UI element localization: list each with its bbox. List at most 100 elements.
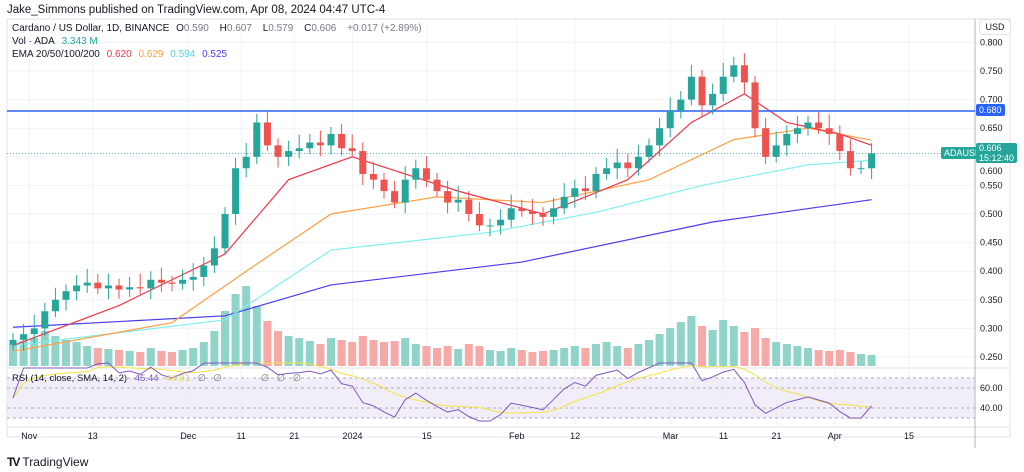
candle-body [571,188,579,197]
rsi-label: RSI (14, close, SMA, 14, 2) [12,373,128,384]
tradingview-logo[interactable]: TV TradingView [7,455,88,469]
last-price-tag: 0.606 15:12:40 [976,143,1018,163]
candle-body [348,148,356,152]
candle-body [168,282,176,284]
candle-body [41,311,49,329]
volume-bar [284,336,293,366]
candle-body [719,76,727,94]
volume-bar [825,351,834,366]
volume-bar [62,340,70,366]
volume-bar [168,352,176,366]
x-tick-label: 12 [570,431,580,441]
candle-body [422,168,430,180]
tradingview-brand: TradingView [22,455,89,469]
low-label: L [262,23,269,34]
volume-bar [9,344,17,366]
candle-body [391,191,399,203]
ema100-value: 0.594 [170,49,196,60]
candle-body [104,285,112,289]
x-tick-label: 13 [88,431,98,441]
ema-legend: EMA 20/50/100/200 0.620 0.629 0.594 0.52… [12,49,231,60]
candle-body [825,128,833,134]
x-tick-label: Apr [828,431,842,441]
volume-bar [157,351,166,366]
close-label: C [304,23,312,34]
candle-body [369,173,377,180]
candle-body [285,151,293,157]
volume-bar [804,348,812,366]
volume-bar [411,344,420,366]
rsi-band [7,378,975,418]
rsi-legend: RSI (14, close, SMA, 14, 2) 45.44 44.01 … [12,373,306,384]
y-tick-label: 0.300 [980,323,1003,333]
y-tick-label: 0.400 [980,266,1003,276]
volume-bar [337,340,346,366]
volume-bar [623,348,632,366]
candle-body [592,173,600,192]
x-tick-label: 11 [719,431,728,441]
volume-bar [528,352,537,366]
candle-body [793,128,801,134]
currency-button[interactable]: USD [979,19,1011,35]
rsi-sma-line [12,362,872,414]
volume-bar [814,350,823,366]
candle-body [210,248,218,266]
candle-body [51,299,59,312]
volume-bar [782,344,791,366]
published-info: Jake_Simmons published on TradingView.co… [7,4,386,16]
x-tick-label: 15 [904,431,914,441]
candle-body [295,148,303,152]
volume-bar [19,341,28,366]
candle-body [560,196,568,209]
candle-body [9,339,17,345]
candle-body [804,122,812,129]
volume-bar [93,348,102,366]
volume-bar [252,306,261,366]
high-label: H [219,23,227,34]
ema20-value: 0.620 [106,49,132,60]
volume-bar [316,344,325,366]
x-tick-label: Nov [21,431,38,441]
y-tick-label: 0.700 [980,95,1003,105]
x-tick-label: 21 [289,431,299,441]
volume-bar [634,344,643,366]
candle-body [73,285,81,292]
candle-body [359,151,367,174]
candle-body [338,133,346,149]
candle-body [147,279,155,289]
candle-body [454,199,462,203]
volume-bar [676,322,685,366]
volume-bar [549,350,558,366]
candle-body [115,285,123,290]
volume-label: Vol · ADA [12,36,55,47]
rsi-sma-value: 44.01 [166,373,190,384]
last-price: 0.606 [979,143,1002,153]
candle-body [189,276,197,280]
volume-bar [454,349,463,366]
volume-bar [199,342,208,366]
chart-frame [6,18,1011,438]
volume-bar [517,350,526,366]
rsi-extra-value: 35.76 [229,373,254,384]
candle-body [157,279,165,283]
candle-body [740,65,748,83]
candle-body [846,151,854,169]
rsi-na-2: ∅ [213,373,222,384]
volume-bar [761,338,770,366]
candle-body [20,334,28,340]
open-label: O [176,23,184,34]
candle-body [232,168,240,214]
volume-bar [464,344,473,366]
volume-bar [708,330,717,366]
candle-body [412,168,420,180]
volume-bar [560,348,569,366]
candle-body [762,128,770,157]
volume-bar [443,346,452,366]
candle-body [698,76,706,106]
candle-body [401,179,409,203]
bar-countdown: 15:12:40 [979,153,1015,163]
candle-body [656,128,664,146]
hline-price-tag: 0.680 [976,104,1005,116]
volume-bar [507,348,516,366]
